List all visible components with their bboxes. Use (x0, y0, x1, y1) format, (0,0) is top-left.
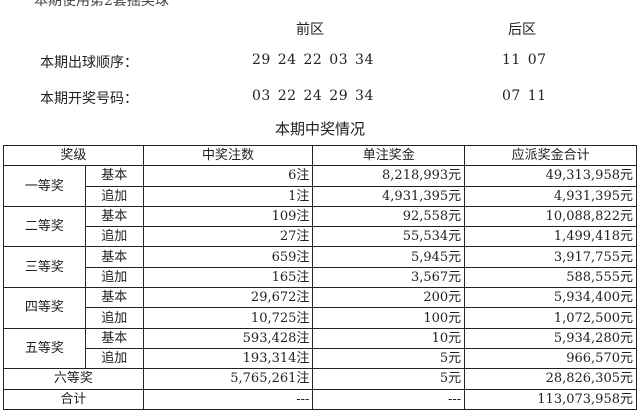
tier-name: 二等奖 (3, 205, 86, 248)
unit-prize: 100元 (312, 307, 466, 329)
total-prize: 5,934,280元 (464, 327, 637, 349)
tier-name: 五等奖 (3, 327, 86, 370)
prize-table: 奖级 中奖注数 单注奖金 应派奖金合计 一等奖 基本 6注 8,218,993元 49,313,… (3, 144, 637, 410)
unit-prize: 4,931,395元 (312, 185, 466, 207)
bet-type: 追加 (84, 185, 144, 207)
winner-count: 193,314注 (142, 347, 314, 370)
draw-order-front: 29 24 22 03 34 (252, 52, 374, 68)
winner-count: 593,428注 (142, 327, 314, 349)
header-level: 奖级 (3, 144, 144, 167)
winner-count: 27注 (142, 226, 314, 248)
winner-count: --- (142, 388, 314, 410)
bet-type: 基本 (84, 165, 144, 187)
total-prize: 1,072,500元 (464, 307, 637, 329)
winner-count: 10,725注 (142, 307, 314, 329)
table-row: 追加 165注 3,567元 588,555元 (4, 266, 637, 289)
bet-type: 基本 (84, 327, 144, 349)
draw-order-back: 11 07 (502, 52, 547, 68)
sum-row: 合计 --- --- 113,073,958元 (3, 388, 637, 410)
winner-count: 659注 (142, 246, 314, 268)
header-total: 应派奖金合计 (464, 144, 637, 167)
total-prize: 3,917,755元 (464, 246, 637, 268)
unit-prize: 5元 (312, 347, 466, 370)
bet-type: 基本 (84, 246, 144, 268)
bet-type: 基本 (84, 287, 144, 309)
draw-result-front: 03 22 24 29 34 (252, 88, 374, 104)
total-prize: 1,499,418元 (464, 226, 637, 248)
winner-count: 5,765,261注 (142, 368, 314, 390)
tier-name: 六等奖 (3, 368, 144, 390)
unit-prize: 92,558元 (312, 205, 466, 228)
ball-set-note: 本期使用第2套摇奖球 (34, 0, 169, 9)
sixth-row: 六等奖 5,765,261注 5元 28,826,305元 (3, 368, 637, 390)
tier-name: 三等奖 (3, 246, 86, 289)
bet-type: 基本 (84, 205, 144, 228)
tier-name: 一等奖 (3, 165, 86, 207)
table-row: 三等奖 基本 659注 5,945元 3,917,755元 (3, 246, 637, 289)
table-row: 五等奖 基本 593,428注 10元 5,934,280元 (3, 327, 637, 370)
bet-type: 追加 (84, 266, 144, 289)
total-prize: 113,073,958元 (464, 388, 637, 410)
table-row: 追加 193,314注 5元 966,570元 (4, 347, 637, 370)
winner-count: 6注 (142, 165, 314, 187)
winner-count: 165注 (142, 266, 314, 289)
winner-count: 1注 (142, 185, 314, 207)
table-row: 追加 27注 55,534元 1,499,418元 (4, 226, 637, 248)
tier-name: 四等奖 (3, 287, 86, 329)
table-row: 二等奖 基本 109注 92,558元 10,088,822元 (3, 205, 637, 248)
tier-name: 合计 (3, 388, 144, 410)
table-row: 追加 10,725注 100元 1,072,500元 (4, 307, 637, 329)
unit-prize: 55,534元 (312, 226, 466, 248)
table-row: 四等奖 基本 29,672注 200元 5,934,400元 (3, 287, 637, 329)
unit-prize: 8,218,993元 (312, 165, 466, 187)
table-row: 一等奖 基本 6注 8,218,993元 49,313,958元 (3, 165, 637, 207)
unit-prize: --- (312, 388, 466, 410)
table-title: 本期中奖情况 (274, 120, 365, 138)
front-zone-header: 前区 (296, 22, 324, 38)
bet-type: 追加 (84, 226, 144, 248)
total-prize: 4,931,395元 (464, 185, 637, 207)
total-prize: 5,934,400元 (464, 287, 637, 309)
unit-prize: 200元 (312, 287, 466, 309)
unit-prize: 5元 (312, 368, 466, 390)
draw-order-label: 本期出球顺序： (40, 55, 138, 71)
total-prize: 49,313,958元 (464, 165, 637, 187)
table-row: 追加 1注 4,931,395元 4,931,395元 (4, 185, 637, 207)
header-row: 奖级 中奖注数 单注奖金 应派奖金合计 (3, 144, 637, 167)
header-count: 中奖注数 (142, 144, 314, 167)
total-prize: 966,570元 (464, 347, 637, 370)
winner-count: 29,672注 (142, 287, 314, 309)
winner-count: 109注 (142, 205, 314, 228)
bet-type: 追加 (84, 307, 144, 329)
unit-prize: 5,945元 (312, 246, 466, 268)
header-prize: 单注奖金 (312, 144, 466, 167)
bet-type: 追加 (84, 347, 144, 370)
total-prize: 28,826,305元 (464, 368, 637, 390)
back-zone-header: 后区 (508, 22, 536, 38)
draw-result-back: 07 11 (502, 88, 547, 104)
unit-prize: 3,567元 (312, 266, 466, 289)
total-prize: 588,555元 (464, 266, 637, 289)
total-prize: 10,088,822元 (464, 205, 637, 228)
draw-result-label: 本期开奖号码： (40, 91, 138, 107)
unit-prize: 10元 (312, 327, 466, 349)
